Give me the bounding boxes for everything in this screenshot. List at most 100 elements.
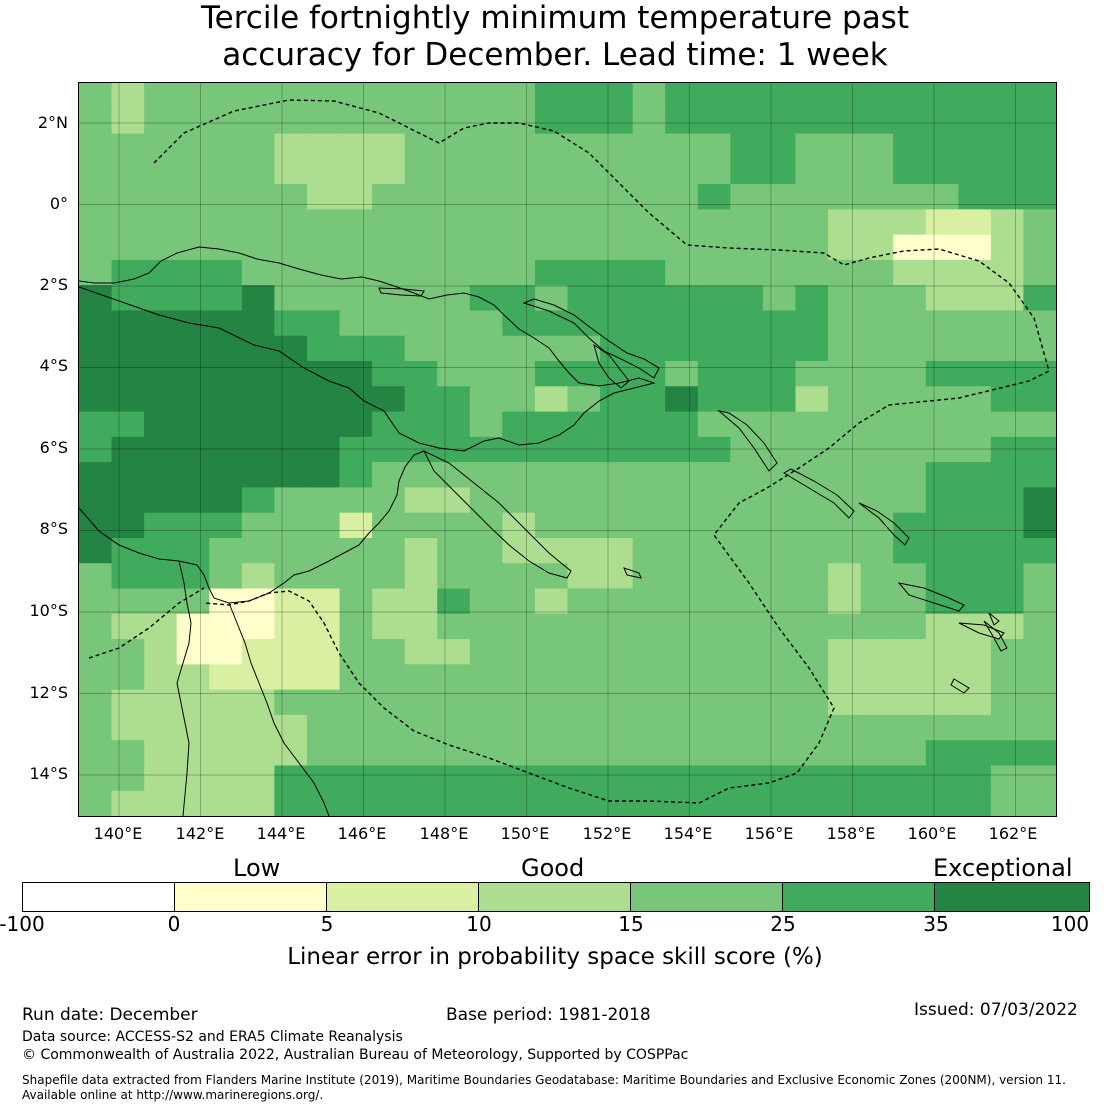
skill-cell (144, 613, 178, 640)
skill-cell (79, 714, 113, 741)
skill-cell (404, 689, 438, 716)
skill-cell (306, 310, 341, 337)
skill-cell (339, 537, 373, 564)
skill-cell (762, 259, 797, 286)
skill-cell (437, 512, 471, 539)
skill-cell (437, 335, 471, 362)
skill-cell (860, 765, 894, 792)
skill-cell (274, 790, 308, 816)
skill-cell (144, 310, 178, 337)
skill-cell (469, 537, 503, 564)
skill-cell (958, 613, 992, 640)
skill-cell (990, 512, 1025, 539)
skill-cell (958, 790, 992, 816)
skill-cell (762, 537, 797, 564)
skill-cell (600, 588, 634, 615)
skill-cell (600, 411, 634, 438)
skill-cell (697, 259, 731, 286)
skill-cell (697, 436, 731, 463)
skill-cell (762, 335, 797, 362)
skill-cell (437, 790, 471, 816)
skill-cell (828, 790, 862, 816)
skill-cell (567, 613, 601, 640)
lat-label-12s: 12°S (29, 683, 68, 702)
skill-cell (893, 537, 927, 564)
skill-cell (665, 563, 699, 590)
skill-cell (111, 790, 145, 816)
skill-cell (502, 158, 536, 185)
skill-cell (567, 361, 601, 387)
skill-cell (372, 133, 406, 160)
skill-cell (567, 209, 601, 236)
skill-cell (600, 83, 634, 109)
skill-cell (990, 158, 1025, 185)
skill-cell (828, 285, 862, 312)
skill-cell (600, 714, 634, 741)
skill-cell (1023, 639, 1056, 665)
skill-cell (534, 613, 569, 640)
skill-cell (600, 462, 634, 489)
skill-cell (860, 411, 894, 438)
skill-cell (762, 613, 797, 640)
skill-cell (860, 234, 894, 261)
skill-cell (632, 563, 666, 590)
skill-cell (795, 285, 829, 312)
skill-cell (176, 588, 210, 615)
lon-label-152e: 152°E (582, 824, 632, 843)
skill-cell (241, 386, 275, 413)
skill-cell (209, 436, 243, 463)
skill-cell (990, 765, 1025, 792)
skill-cell (893, 209, 927, 236)
skill-cell (274, 689, 308, 716)
skill-cell (404, 588, 438, 615)
skill-cell (697, 563, 731, 590)
skill-cell (828, 234, 862, 261)
skill-cell (372, 537, 406, 564)
skill-cell (339, 234, 373, 261)
skill-cell (306, 790, 341, 816)
skill-cell (437, 765, 471, 792)
skill-cell (567, 512, 601, 539)
skill-cell (306, 563, 341, 590)
skill-cell (600, 639, 634, 665)
skill-cell (502, 664, 536, 691)
skill-cell (404, 209, 438, 236)
skill-cell (79, 563, 113, 590)
skill-cell (730, 158, 764, 185)
colorbar-segment (23, 883, 175, 911)
skill-cell (111, 487, 145, 514)
skill-cell (306, 436, 341, 463)
map-gridlines (79, 83, 1056, 816)
skill-cell (600, 689, 634, 716)
skill-cell (111, 588, 145, 615)
skill-cell (925, 740, 959, 767)
skill-cell (665, 588, 699, 615)
skill-cell (339, 436, 373, 463)
colorbar-segment (327, 883, 479, 911)
skill-cell (600, 790, 634, 816)
lon-label-162e: 162°E (988, 824, 1038, 843)
skill-cell (502, 563, 536, 590)
skill-cell (990, 209, 1025, 236)
eez-boundaries (88, 99, 1050, 804)
skill-cell (730, 209, 764, 236)
skill-cell (730, 664, 764, 691)
skill-cell (665, 386, 699, 413)
skill-cell (79, 436, 113, 463)
skill-cell (534, 411, 569, 438)
skill-cell (893, 133, 927, 160)
skill-cell (567, 259, 601, 286)
skill-cell (79, 83, 113, 109)
skill-cell (372, 512, 406, 539)
skill-cell (79, 386, 113, 413)
skill-cell (632, 83, 666, 109)
skill-cell (730, 184, 764, 210)
skill-cell (665, 512, 699, 539)
skill-cell (828, 310, 862, 337)
skill-cell (306, 133, 341, 160)
skill-cell (144, 588, 178, 615)
skill-cell (241, 108, 275, 135)
skill-cell (209, 790, 243, 816)
skill-cell (925, 588, 959, 615)
skill-cell (665, 462, 699, 489)
